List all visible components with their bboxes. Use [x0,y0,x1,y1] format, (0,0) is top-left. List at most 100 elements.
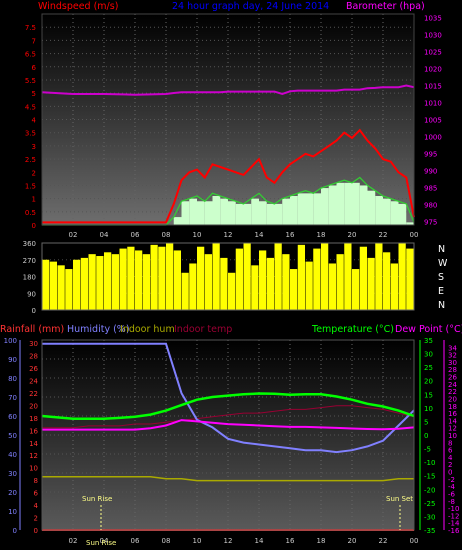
rainfall-tick-label: 18 [29,415,38,423]
panel3-x-tick: 00 [410,537,419,545]
panel1-x-tick: 20 [348,231,357,239]
direction-bar [57,265,65,310]
wind-fill-bar [204,201,213,225]
direction-bar [235,248,243,310]
panel1-series [41,84,415,226]
wind-fill-bar [344,182,352,225]
windspeed-tick-label: 0 [32,222,36,230]
windspeed-tick-label: 5.5 [25,77,36,85]
dewpoint-tick-label: 4 [448,454,453,462]
temperature-tick-label: 30 [424,351,433,359]
wind-fill-bar [282,198,290,225]
temperature-tick-label: 25 [424,364,433,372]
direction-bar [228,272,236,310]
wind-fill-bar [398,203,407,225]
direction-bar [158,246,166,310]
panel3-x-tick: 14 [255,537,264,545]
dewpoint-tick-label: 6 [448,447,453,455]
indoor-temp-line [42,405,415,429]
dew-point-line [42,419,415,431]
direction-bar [243,243,251,310]
temperature-tick-label: -15 [424,473,435,481]
direction-bar [251,265,259,310]
sunrise-tick-label: Sun Rise [86,539,116,547]
barometer-axis: 975 980 985 990 995 1000 1005 1010 1015 1020 1025 1… [424,14,442,226]
direction-bar [197,246,205,310]
direction-bar [189,263,197,310]
windspeed-tick-label: 7.5 [25,24,36,32]
direction-bar [383,252,391,310]
direction-bar [328,263,336,310]
panel1-x-tick: 02 [69,231,78,239]
direction-bar [282,254,290,310]
wind-fill-bar [266,203,275,225]
temperature-tick-label: 0 [424,432,428,440]
barometer-label: Barometer (hpa) [346,1,425,12]
windspeed-axis: 0 0.5 1 1.5 2 2.5 3 3.5 4 4.5 5 5.5 6 6.5 7 7.5 [25,24,37,230]
temperature-tick-label: -30 [424,513,435,521]
windspeed-tick-label: 0.5 [25,209,36,217]
sunset-label: Sun Set [386,495,413,503]
direction-axis: 0 90 180 270 360 [23,240,36,315]
temperature-tick-label: -5 [424,446,431,454]
direction-tick-label: 360 [23,240,36,248]
temperature-tick-label: 35 [424,337,433,345]
dewpoint-tick-label: 0 [448,469,452,477]
panel3-axes: 0102030405060708090100024681012141618202… [4,337,460,535]
windspeed-tick-label: 3 [32,143,36,151]
dewpoint-tick-label: 22 [448,388,457,396]
humidity-tick-label: 20 [8,489,17,497]
dewpoint-tick-label: 30 [448,359,457,367]
wind-fill-bar [181,201,190,225]
wind-fill-bar [220,198,228,225]
windspeed-tick-label: 4.5 [25,103,36,111]
wind-fill-bar [359,185,368,225]
wind-fill-bar [406,222,414,225]
windspeed-tick-label: 4 [32,117,37,125]
rainfall-tick-label: 24 [29,377,38,385]
rainfall-tick-label: 2 [34,515,38,523]
dewpoint-tick-label: 2 [448,461,452,469]
windspeed-tick-label: 1.5 [25,182,36,190]
indoor-hum-label: Indoor hum [120,324,175,335]
rainfall-tick-label: 30 [29,340,38,348]
temperature-label: Temperature (°C) [311,324,394,335]
indoor-temp-label: Indoor temp [174,324,232,335]
panel3-x-axis: 02 04 06 08 10 12 14 16 18 20 22 00 [69,537,419,545]
direction-bar [65,269,73,310]
barometer-tick-label: 1010 [424,99,442,107]
dewpoint-tick-label: 32 [448,352,457,360]
dewpoint-tick-label: 26 [448,374,457,382]
direction-bar [173,250,181,310]
temperature-tick-label: 10 [424,405,433,413]
windspeed-line [42,128,415,224]
panel3-x-tick: 20 [348,537,357,545]
direction-tick-label: 270 [23,257,36,265]
wind-fill-bar [189,198,197,225]
temperature-tick-label: 5 [424,418,428,426]
rainfall-tick-label: 0 [34,527,38,535]
direction-bar [104,252,112,310]
direction-bar [336,254,344,310]
panel1-x-tick: 22 [379,231,388,239]
temperature-line [41,392,415,420]
direction-bar [406,248,414,310]
dewpoint-tick-label: 24 [448,381,457,389]
wind-fill-bar [228,201,236,225]
humidity-tick-label: 10 [8,508,17,516]
temperature-tick-label: 20 [424,378,433,386]
rainfall-tick-label: 16 [29,427,38,435]
dew-point-label: Dew Point (°C) [395,324,462,335]
compass-letter: E [438,286,444,297]
direction-bar [88,254,96,310]
direction-bar [305,261,313,310]
direction-bar [375,243,383,310]
wind-fill-bar [321,188,329,225]
barometer-tick-label: 1025 [424,48,442,56]
compass-letter: W [438,258,448,269]
panel1-x-tick: 10 [193,231,202,239]
panel3-x-tick: 12 [224,537,233,545]
dewpoint-tick-label: -14 [448,520,460,528]
